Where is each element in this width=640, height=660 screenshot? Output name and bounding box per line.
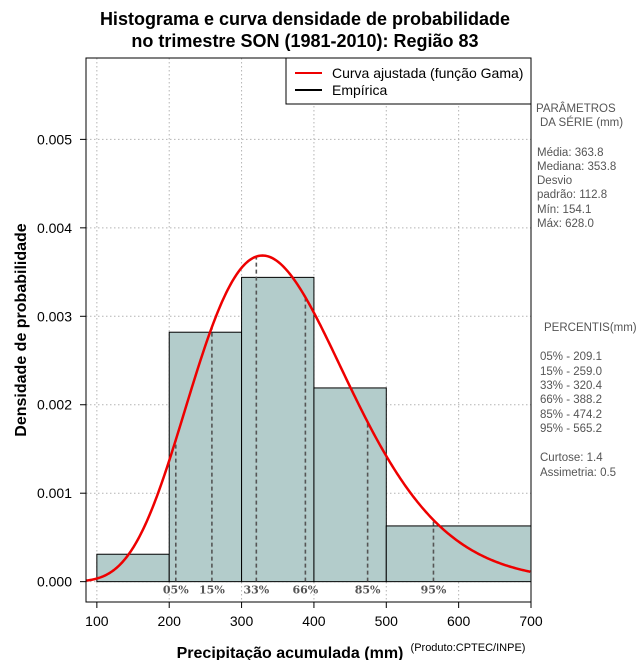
stats-header-line2: DA SÉRIE (mm): [540, 116, 623, 129]
x-tick-label: 500: [375, 613, 399, 629]
stat-max: Máx: 628.0: [537, 218, 594, 230]
legend-label-curve: Curva ajustada (função Gama): [332, 65, 523, 81]
percentis-header: PERCENTIS(mm): [544, 322, 637, 334]
x-tick-label: 400: [302, 613, 326, 629]
gamma-curve: [85, 254, 531, 582]
gamma-curve-layer: [85, 254, 531, 582]
stat-min: Mín: 154.1: [537, 204, 591, 216]
axis-ticks: 100 200 300 400 500 600 700 0.000 0.001 0.002 0.00…: [37, 131, 543, 629]
stat-media: Média: 363.8: [537, 147, 604, 159]
series-parameters-panel: PARÂMETROS DA SÉRIE (mm) Média: 363.8 Me…: [536, 102, 623, 230]
percentile-markers: 05% 15% 33% 66% 85% 95%: [163, 256, 447, 597]
y-tick-label: 0.005: [37, 131, 72, 147]
y-tick-label: 0.002: [37, 397, 72, 413]
y-tick-label: 0.000: [37, 574, 72, 590]
stat-curtose: Curtose: 1.4: [540, 452, 603, 464]
percentil-row: 95% - 565.2: [540, 423, 602, 435]
percentil-row: 33% - 320.4: [540, 380, 603, 392]
y-tick-label: 0.001: [37, 485, 72, 501]
stat-desvio-line2: padrão: 112.8: [537, 189, 607, 201]
legend: Curva ajustada (função Gama) Empírica: [285, 57, 532, 105]
percentil-row: 85% - 474.2: [540, 409, 602, 421]
x-tick-label: 600: [447, 613, 471, 629]
histogram-bar: [168, 331, 243, 583]
stat-assimetria: Assimetria: 0.5: [540, 467, 616, 479]
x-tick-label: 300: [230, 613, 254, 629]
product-credit: (Produto:CPTEC/INPE): [411, 642, 526, 654]
histogram-bar: [313, 387, 387, 583]
percentil-row: 66% - 388.2: [540, 394, 602, 406]
x-axis-label: Precipitação acumulada (mm): [177, 645, 404, 660]
chart-title-line2: no trimestre SON (1981-2010): Região 83: [131, 31, 478, 51]
legend-label-empirical: Empírica: [332, 82, 387, 98]
percentile-label: 05%: [163, 584, 189, 597]
percentil-row: 15% - 259.0: [540, 366, 602, 378]
stats-header-line1: PARÂMETROS: [536, 102, 616, 115]
percentile-label: 33%: [243, 584, 269, 597]
histogram-bars: [96, 276, 532, 583]
chart-title-line1: Histograma e curva densidade de probabil…: [100, 9, 510, 29]
x-tick-label: 200: [158, 613, 182, 629]
legend-box: [285, 57, 532, 105]
histogram-bar: [96, 553, 170, 583]
stat-mediana: Mediana: 353.8: [537, 161, 616, 173]
x-tick-label: 700: [519, 613, 543, 629]
percentil-row: 05% - 209.1: [540, 351, 602, 363]
x-tick-label: 100: [85, 613, 109, 629]
percentile-label: 95%: [421, 584, 447, 597]
histogram-bar: [385, 525, 532, 583]
y-tick-label: 0.004: [37, 220, 72, 236]
percentiles-panel: PERCENTIS(mm) 05% - 209.1 15% - 259.0 33…: [540, 322, 637, 479]
stat-desvio-line1: Desvio: [537, 175, 572, 187]
percentile-label: 15%: [199, 584, 225, 597]
percentile-label: 66%: [293, 584, 319, 597]
histogram-bar: [241, 276, 315, 583]
percentile-label: 85%: [355, 584, 381, 597]
y-axis-label: Densidade de probabilidade: [13, 223, 30, 436]
y-tick-label: 0.003: [37, 308, 72, 324]
